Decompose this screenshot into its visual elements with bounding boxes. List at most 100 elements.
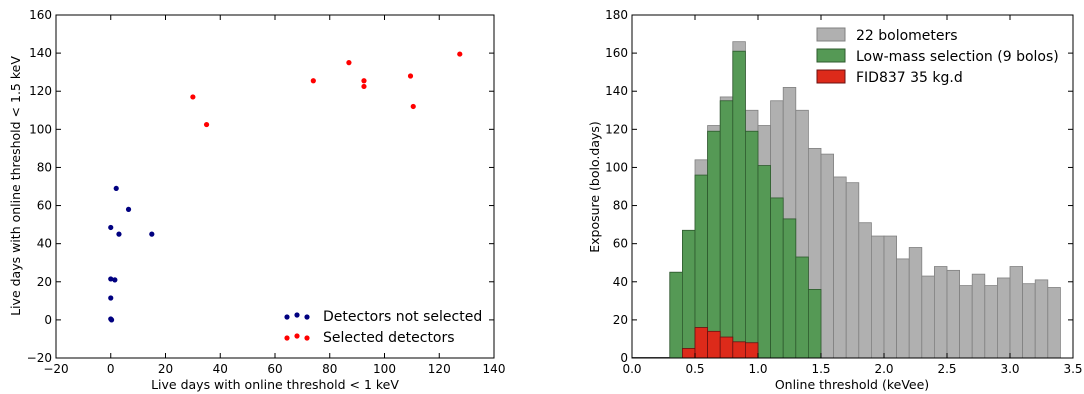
x-tick-label: 0 — [107, 362, 115, 376]
bar-22-bolometers — [1034, 279, 1049, 359]
bar-22-bolometers — [959, 285, 973, 359]
y-tick-label: 0 — [620, 351, 628, 365]
y-tick-label: 0 — [44, 313, 52, 327]
scatter-points — [108, 51, 463, 323]
legend-marker-not-selected — [284, 312, 310, 320]
bar-fid837 — [719, 336, 734, 359]
data-point-selected — [410, 103, 416, 110]
scatter-legend: Detectors not selected Selected detector… — [284, 309, 482, 346]
y-tick-label: 160 — [605, 46, 628, 60]
x-tick-label: 140 — [483, 362, 506, 376]
y-tick-label: −20 — [27, 351, 52, 365]
x-tick-label: 60 — [267, 362, 282, 376]
bar-22-bolometers — [896, 258, 910, 359]
data-point-selected — [407, 73, 414, 79]
legend-dot — [284, 314, 290, 320]
data-point-not-selected — [116, 231, 122, 237]
data-point-not-selected — [112, 277, 118, 283]
bar-low-mass-selection — [719, 100, 734, 359]
bar-low-mass-selection — [682, 229, 696, 359]
bar-22-bolometers — [997, 277, 1011, 359]
y-tick-label: 40 — [37, 237, 52, 251]
y-tick-label: 180 — [605, 8, 628, 22]
x-tick-label: 2.5 — [937, 362, 956, 376]
legend-swatch-low-mass-selection — [816, 48, 846, 63]
legend-dot — [284, 335, 290, 341]
legend-swatch-fid837 — [816, 69, 846, 84]
legend-dot — [304, 335, 310, 341]
x-tick-label: 40 — [213, 362, 228, 376]
y-tick-label: 120 — [605, 122, 628, 136]
x-tick-label: 3.5 — [1063, 362, 1082, 376]
legend-label-selected: Selected detectors — [323, 330, 455, 346]
data-point-not-selected — [149, 231, 155, 237]
x-tick-label: 3.0 — [1000, 362, 1019, 376]
bar-22-bolometers — [1022, 283, 1036, 359]
legend-label-22-bolometers: 22 bolometers — [856, 28, 958, 44]
y-tick-label: 60 — [613, 237, 628, 251]
data-point-not-selected — [108, 317, 115, 323]
bar-fid837 — [745, 342, 759, 359]
bar-low-mass-selection — [732, 50, 746, 359]
legend-label-not-selected: Detectors not selected — [323, 309, 482, 325]
bar-22-bolometers — [820, 153, 835, 359]
bar-22-bolometers — [883, 235, 897, 359]
data-point-not-selected — [108, 276, 114, 282]
histogram-legend: 22 bolometers Low-mass selection (9 bolo… — [816, 27, 1059, 86]
data-point-not-selected — [108, 224, 114, 231]
scatter-panel: −20 0 20 40 60 80 100 120 140 −20 0 20 40 60 80 100 120 1… — [8, 8, 505, 392]
bar-low-mass-selection — [745, 130, 759, 359]
bar-22-bolometers — [845, 182, 860, 359]
scatter-x-axis-label: Live days with online threshold < 1 keV — [151, 377, 399, 392]
bar-22-bolometers — [934, 266, 948, 359]
x-tick-label: 1.5 — [811, 362, 830, 376]
bar-low-mass-selection — [669, 271, 683, 359]
histogram-axes-frame — [631, 14, 1074, 359]
bar-22-bolometers — [858, 222, 872, 359]
bar-22-bolometers — [1047, 287, 1061, 359]
scatter-axes-frame — [55, 14, 495, 359]
histogram-x-axis-label: Online threshold (keVee) — [775, 377, 929, 392]
x-tick-label: 80 — [322, 362, 337, 376]
bar-22-bolometers — [921, 275, 935, 359]
bar-low-mass-selection — [707, 130, 721, 359]
bar-fid837 — [694, 327, 709, 359]
bar-low-mass-selection — [795, 256, 809, 359]
legend-dot — [304, 314, 310, 320]
histogram-panel: 0.0 0.5 1.0 1.5 2.0 2.5 3.0 3.5 0 20 40 60 80 100 120 1… — [587, 8, 1083, 392]
bar-22-bolometers — [946, 269, 961, 359]
x-tick-label: 100 — [373, 362, 396, 376]
legend-dot — [294, 312, 300, 318]
scatter-ticks: −20 0 20 40 60 80 100 120 140 −20 0 20 40 60 80 100 120 1… — [27, 8, 506, 376]
legend-swatch-22-bolometers — [816, 27, 846, 42]
x-tick-label: 2.0 — [874, 362, 893, 376]
data-point-not-selected — [125, 206, 132, 212]
bar-low-mass-selection — [757, 165, 772, 359]
x-tick-label: 20 — [158, 362, 173, 376]
y-tick-label: 80 — [37, 160, 52, 174]
bar-low-mass-selection — [808, 288, 822, 359]
x-tick-label: 1.0 — [748, 362, 767, 376]
bar-low-mass-selection — [782, 218, 797, 359]
y-tick-label: 20 — [613, 313, 628, 327]
y-tick-label: 80 — [613, 199, 628, 213]
y-tick-label: 20 — [37, 275, 52, 289]
x-tick-label: 0.0 — [622, 362, 641, 376]
data-point-selected — [457, 51, 463, 57]
data-point-not-selected — [108, 295, 114, 301]
data-point-selected — [190, 94, 196, 100]
y-tick-label: 160 — [29, 8, 52, 22]
y-tick-label: 140 — [605, 84, 628, 98]
x-tick-label: 0.5 — [685, 362, 704, 376]
x-tick-label: −20 — [43, 362, 68, 376]
x-tick-label: 120 — [428, 362, 451, 376]
bar-fid837 — [707, 330, 721, 359]
data-point-selected — [203, 121, 210, 128]
scatter-y-axis-label: Live days with online threshold < 1.5 ke… — [8, 56, 23, 316]
y-tick-label: 40 — [613, 275, 628, 289]
data-point-not-selected — [113, 185, 119, 192]
bar-22-bolometers — [833, 176, 847, 359]
y-tick-label: 140 — [29, 46, 52, 60]
data-point-selected — [361, 78, 367, 84]
